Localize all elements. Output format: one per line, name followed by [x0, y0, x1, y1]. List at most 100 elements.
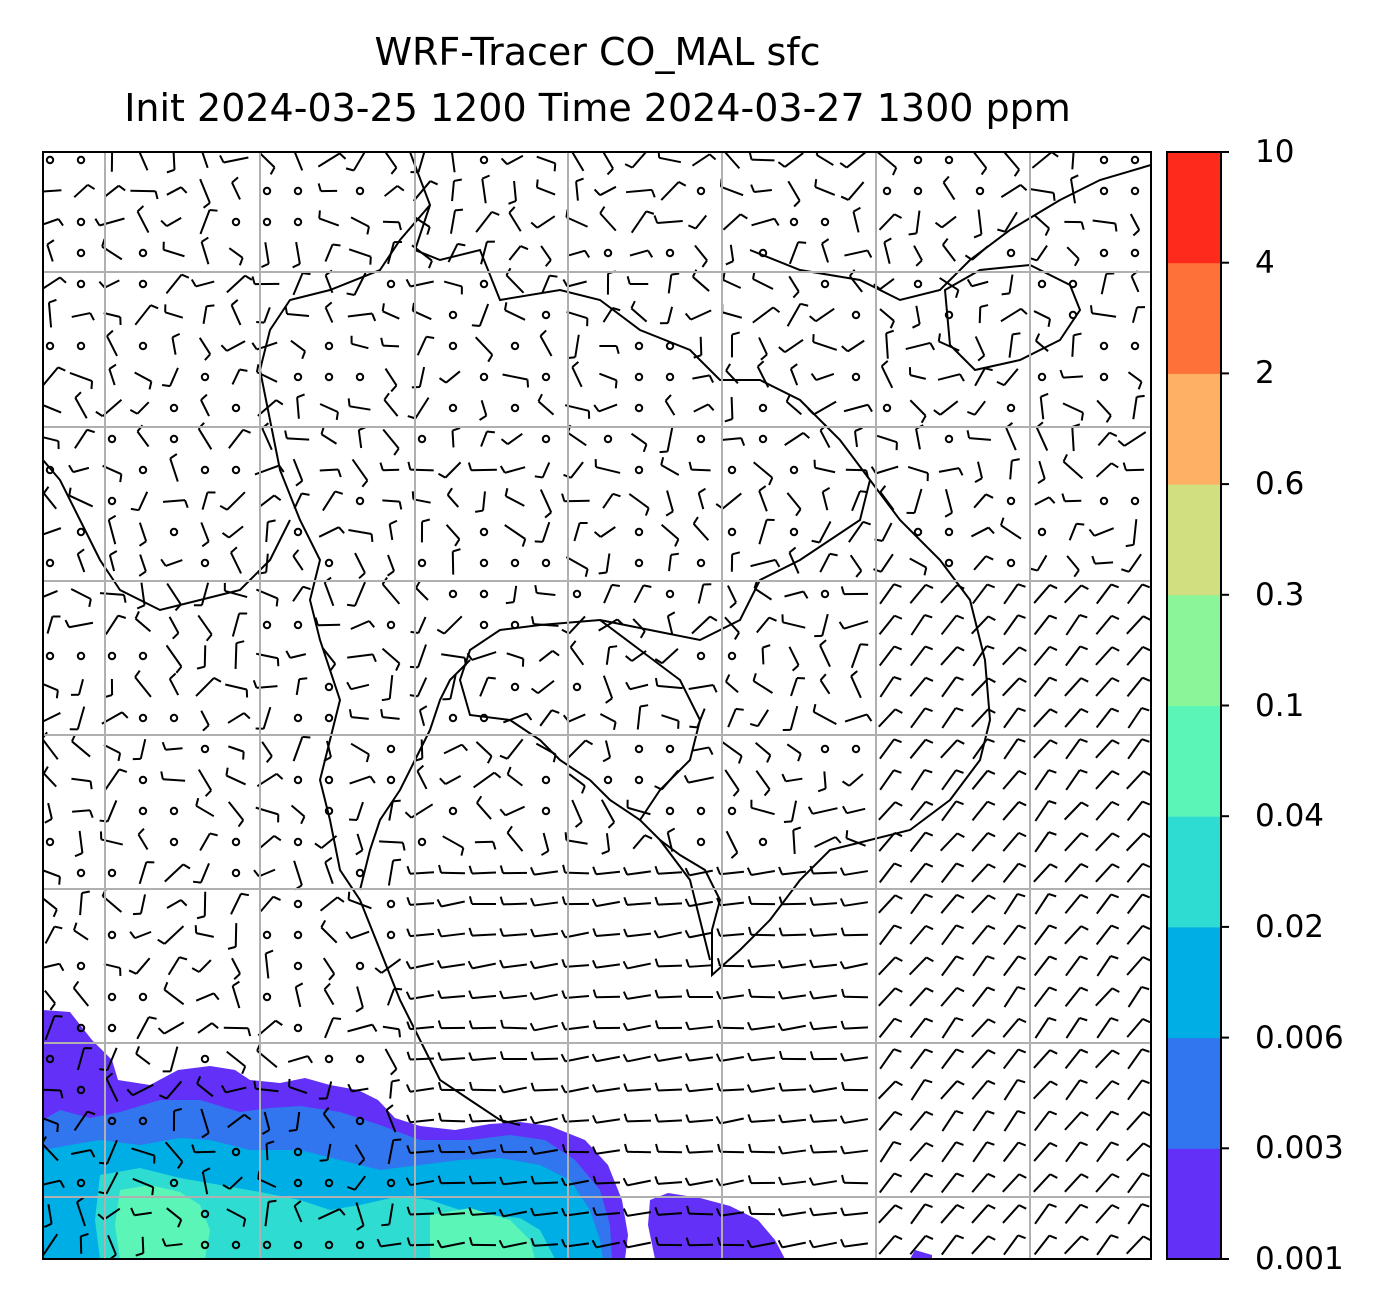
- wind-barb: [909, 924, 934, 945]
- calm-marker: [448, 713, 458, 723]
- wind-barb: [436, 960, 466, 969]
- wind-barb: [1003, 1109, 1026, 1132]
- wind-barb: [410, 616, 427, 635]
- wind-barb: [813, 459, 836, 474]
- wind-barb: [691, 615, 718, 635]
- wind-barb: [1064, 863, 1089, 883]
- calm-marker: [293, 217, 303, 227]
- wind-barb: [792, 826, 802, 855]
- wind-barb: [808, 1084, 838, 1093]
- wind-barb: [376, 1238, 402, 1248]
- wind-barb: [1095, 614, 1120, 635]
- wind-barb: [909, 1110, 934, 1131]
- wind-barb: [654, 989, 683, 999]
- wind-barb: [747, 959, 776, 969]
- wind-barb: [388, 519, 398, 541]
- wind-barb: [715, 1208, 745, 1217]
- coastline-north-coast: [749, 164, 1151, 302]
- wind-barb: [136, 424, 150, 448]
- wind-barb: [1033, 863, 1058, 883]
- wind-barb: [843, 403, 873, 413]
- wind-barb: [317, 1208, 346, 1220]
- wind-barb: [413, 216, 431, 235]
- wind-barb: [636, 704, 649, 730]
- calm-marker: [107, 1116, 117, 1126]
- wind-barb: [1003, 738, 1026, 760]
- wind-barb: [436, 1239, 465, 1249]
- wind-barb: [964, 245, 989, 261]
- wind-barb: [970, 526, 995, 538]
- calm-marker: [386, 1178, 396, 1188]
- wind-barb: [561, 990, 590, 999]
- wind-barb: [910, 1048, 934, 1070]
- calm-marker: [665, 589, 675, 599]
- wind-barb: [253, 868, 276, 878]
- wind-barb: [535, 179, 556, 196]
- wind-barb: [43, 486, 57, 510]
- wind-barb: [382, 1025, 401, 1038]
- wind-barb: [748, 152, 775, 162]
- wind-barb: [878, 831, 903, 852]
- wind-barb: [753, 580, 773, 601]
- wind-barb: [257, 1019, 283, 1037]
- wind-barb: [290, 804, 306, 825]
- wind-barb: [974, 336, 986, 362]
- wind-barb: [594, 459, 621, 474]
- wind-barb: [474, 840, 497, 850]
- wind-barb: [534, 521, 551, 543]
- calm-marker: [603, 775, 613, 785]
- wind-barb: [786, 302, 809, 327]
- colorbar-tick-label: 0.006: [1255, 1019, 1344, 1056]
- wind-barb: [1096, 1234, 1119, 1256]
- wind-barb: [467, 960, 496, 970]
- calm-marker: [417, 837, 427, 847]
- wind-barb: [786, 743, 802, 762]
- calm-marker: [1130, 186, 1140, 196]
- wind-barb: [972, 955, 995, 977]
- wind-barb: [819, 552, 838, 573]
- wind-barb: [166, 1207, 183, 1228]
- wind-barb: [499, 928, 528, 937]
- wind-barb: [685, 958, 714, 968]
- contour-band-0001-east: [648, 1193, 785, 1259]
- wind-barb: [840, 1145, 869, 1155]
- wind-barb: [912, 305, 921, 329]
- wind-barb: [499, 896, 528, 906]
- wind-barb: [685, 1083, 714, 1093]
- wind-barb: [95, 399, 123, 418]
- wind-barb: [1002, 831, 1027, 852]
- wind-barb: [592, 1020, 621, 1030]
- wind-barb: [909, 399, 927, 424]
- wind-barb: [777, 1208, 807, 1217]
- wind-barb: [1002, 646, 1027, 666]
- wind-barb: [508, 206, 522, 232]
- calm-marker: [355, 1240, 365, 1250]
- wind-barb: [885, 329, 895, 359]
- wind-barb: [252, 679, 278, 689]
- wind-barb: [592, 959, 621, 969]
- calm-marker: [696, 651, 706, 661]
- wind-barb: [347, 1023, 378, 1033]
- wind-barb: [449, 208, 464, 234]
- calm-marker: [355, 961, 365, 971]
- calm-marker: [603, 434, 613, 444]
- wind-barb: [346, 581, 366, 607]
- wind-barb: [409, 677, 428, 698]
- wind-barb: [777, 1239, 806, 1249]
- wind-barb: [534, 462, 551, 479]
- wind-barb: [437, 1020, 466, 1030]
- wind-barb: [197, 1022, 219, 1034]
- calm-marker: [479, 527, 489, 537]
- calm-marker: [293, 1240, 303, 1250]
- wind-barb: [684, 867, 713, 877]
- wind-barb: [415, 580, 429, 601]
- wind-barb: [164, 304, 184, 319]
- wind-barb: [725, 830, 739, 859]
- wind-barb: [940, 862, 965, 884]
- wind-barb: [724, 769, 740, 797]
- wind-barb: [878, 708, 903, 728]
- calm-marker: [479, 589, 489, 599]
- wind-barb: [602, 740, 612, 763]
- wind-barb: [1064, 893, 1089, 914]
- calm-marker: [293, 372, 303, 382]
